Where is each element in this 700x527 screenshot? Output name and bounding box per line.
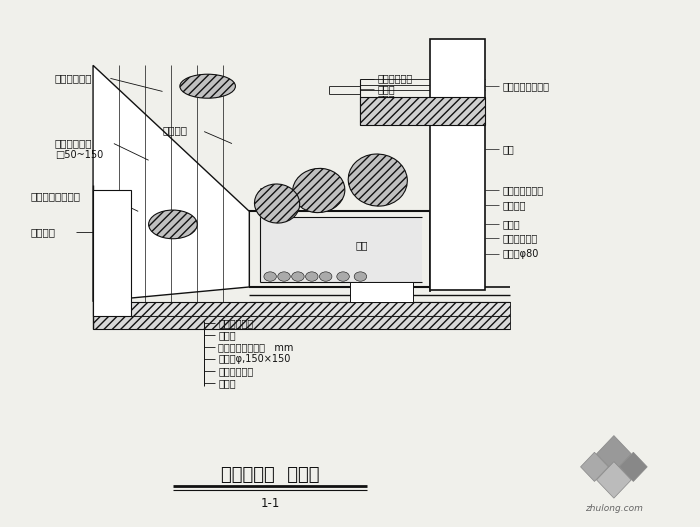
Circle shape [264,272,276,281]
Text: 橡胶防水垫（层）   mm: 橡胶防水垫（层） mm [218,343,293,353]
Text: 找平层: 找平层 [218,330,236,340]
Bar [430,40,485,289]
Circle shape [354,272,367,281]
Text: zhulong.com: zhulong.com [585,504,643,513]
Circle shape [292,272,304,281]
Ellipse shape [255,184,300,223]
Text: 找平层混凝土: 找平层混凝土 [503,233,538,243]
Bar [260,217,421,282]
Text: 排水管φ80: 排水管φ80 [503,249,539,259]
Circle shape [337,272,349,281]
Circle shape [319,272,332,281]
Text: 水泵: 水泵 [356,240,368,250]
Text: 叠水大样图  剖面图: 叠水大样图 剖面图 [221,466,319,484]
Ellipse shape [348,154,407,206]
Polygon shape [580,452,608,482]
Bar [360,96,485,125]
Ellipse shape [148,210,197,239]
Ellipse shape [180,74,235,98]
Text: 水下照明: 水下照明 [162,125,188,135]
Polygon shape [596,436,631,472]
Bar [93,316,510,329]
Bar [93,190,132,316]
Text: 接给水管: 接给水管 [503,200,526,210]
Text: 接排水管: 接排水管 [31,227,55,237]
Text: 混凝土: 混凝土 [503,219,520,229]
Text: 找平层: 找平层 [378,84,395,94]
Text: □50~150: □50~150 [55,150,103,160]
Polygon shape [93,65,249,301]
Bar [350,282,412,301]
Polygon shape [620,452,648,482]
Ellipse shape [293,169,345,212]
Text: 找平层混凝土: 找平层混凝土 [218,366,253,376]
Bar [93,301,510,316]
Text: 结构层: 结构层 [218,378,236,388]
Text: 瀑布蓄水池: 瀑布蓄水池 [260,187,291,197]
Text: 玻璃钢仿卵石: 玻璃钢仿卵石 [55,139,92,149]
Text: 防水层: 防水层 [378,94,395,104]
Text: 玻璃钢外喷仿石漆: 玻璃钢外喷仿石漆 [31,191,80,201]
Text: 墙体: 墙体 [503,144,514,154]
Text: 装卵石铺面层: 装卵石铺面层 [378,73,413,83]
Text: 金属网φ,150×150: 金属网φ,150×150 [218,355,290,365]
Text: 玻璃钢仿天然石: 玻璃钢仿天然石 [503,186,544,196]
Circle shape [306,272,318,281]
Text: 1-1: 1-1 [260,497,280,510]
Text: 装饰石铺面层: 装饰石铺面层 [218,318,253,328]
Text: 形铁构件固定木架: 形铁构件固定木架 [503,81,550,91]
Polygon shape [596,462,631,498]
Text: 玻璃钢仿叠石: 玻璃钢仿叠石 [55,73,92,83]
Circle shape [278,272,290,281]
